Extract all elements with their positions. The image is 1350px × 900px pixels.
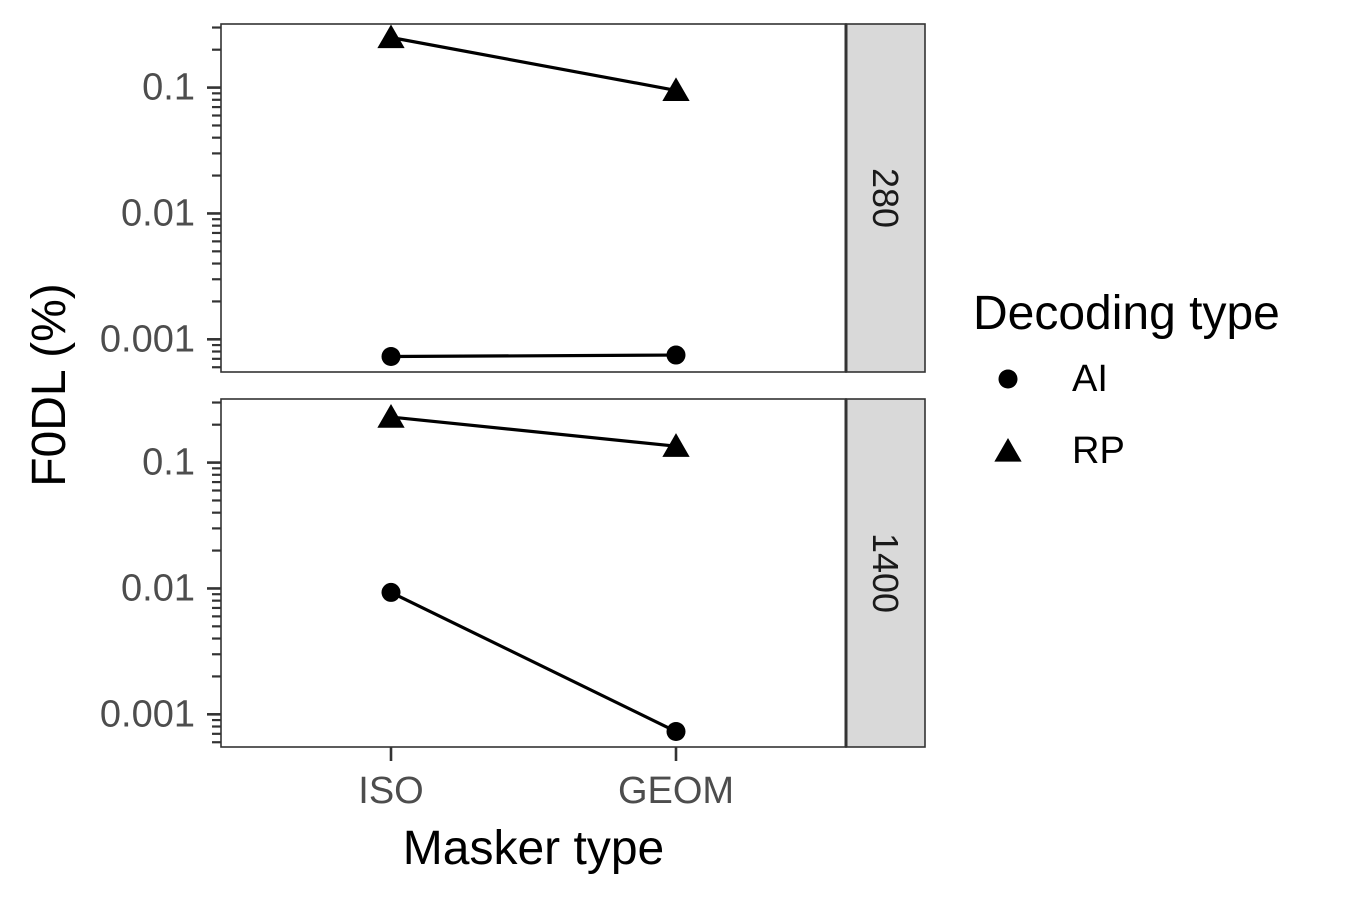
- legend-label-AI: AI: [1072, 358, 1108, 400]
- series-line-RP: [390, 415, 677, 448]
- facet-strip-label: 1400: [865, 533, 906, 613]
- legend-key-AI: [998, 369, 1018, 389]
- data-point-RP-ISO: [377, 24, 405, 49]
- data-point-AI-GEOM: [666, 345, 686, 365]
- facet-panel-280: 280 0.001 0.01 0.1: [100, 23, 926, 373]
- x-tick-label: GEOM: [618, 770, 734, 812]
- data-point-AI-ISO: [381, 347, 401, 367]
- data-point-RP-GEOM: [662, 433, 690, 457]
- x-axis: ISO GEOM: [358, 747, 734, 812]
- series-AI: [381, 345, 686, 367]
- y-tick-label: 0.1: [142, 442, 195, 484]
- series-line-AI: [390, 590, 677, 733]
- series-RP: [377, 404, 690, 457]
- y-axis: 0.001 0.01 0.1: [100, 26, 221, 369]
- y-tick-label: 0.01: [121, 567, 195, 609]
- y-tick-label: 0.001: [100, 318, 195, 360]
- facet-panel-1400: 1400 0.001 0.01 0.1: [100, 398, 926, 748]
- series-RP: [377, 24, 690, 102]
- y-tick-label: 0.1: [142, 67, 195, 109]
- legend-label-RP: RP: [1072, 430, 1125, 472]
- y-axis: 0.001 0.01 0.1: [100, 401, 221, 744]
- legend-item-RP: RP: [994, 430, 1125, 472]
- facet-strip-label: 280: [865, 168, 906, 228]
- x-axis-title: Masker type: [403, 822, 664, 875]
- data-point-AI-GEOM: [666, 722, 686, 742]
- x-tick-label: ISO: [358, 770, 423, 812]
- data-point-RP-GEOM: [662, 77, 690, 102]
- data-point-AI-ISO: [381, 582, 401, 602]
- y-axis-title: F0DL (%): [23, 283, 76, 487]
- series-line-AI: [390, 353, 677, 359]
- panel-border: [220, 23, 847, 373]
- facet-strip: [845, 23, 926, 373]
- panel-border: [220, 398, 847, 748]
- legend: Decoding type AI RP: [973, 287, 1280, 472]
- series-line-RP: [390, 35, 677, 92]
- facet-panels: 280 0.001 0.01 0.1 1400 0.001 0.01 0.1: [100, 23, 926, 748]
- legend-key-RP: [994, 438, 1022, 462]
- data-point-RP-ISO: [377, 404, 405, 428]
- legend-title: Decoding type: [973, 287, 1280, 340]
- y-tick-label: 0.001: [100, 693, 195, 735]
- y-tick-label: 0.01: [121, 192, 195, 234]
- legend-item-AI: AI: [998, 358, 1108, 400]
- series-AI: [381, 582, 686, 742]
